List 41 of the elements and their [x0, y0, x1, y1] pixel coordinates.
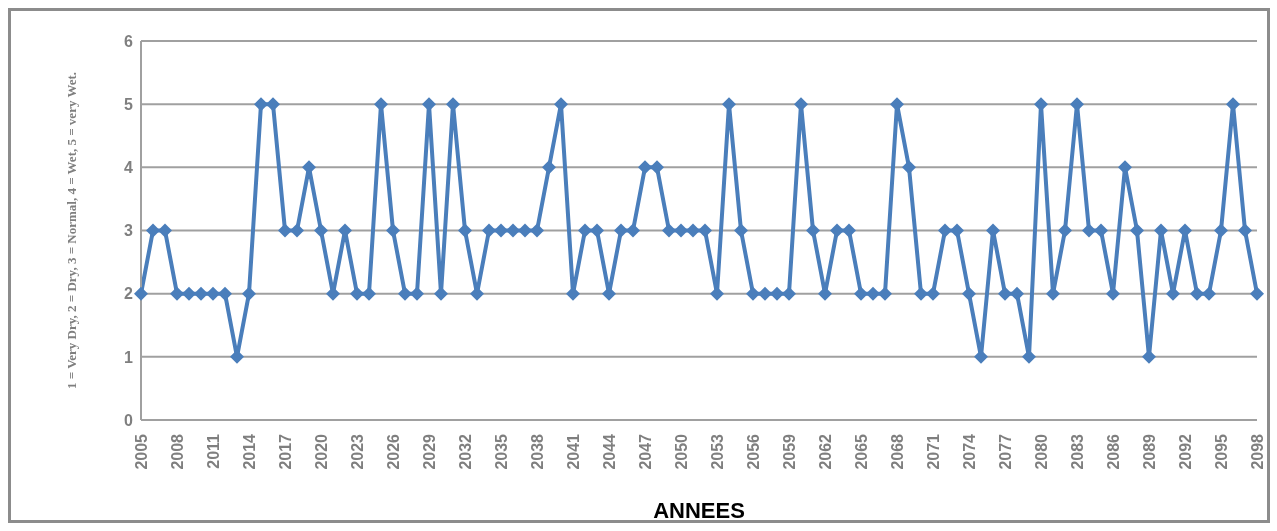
- x-tick-label: 2074: [960, 433, 978, 470]
- x-tick-label: 2014: [240, 433, 258, 470]
- x-tick-label: 2005: [132, 433, 150, 470]
- x-tick-label: 2032: [456, 433, 474, 470]
- y-tick-label: 2: [124, 285, 134, 303]
- x-tick-label: 2065: [852, 433, 870, 470]
- x-axis-title: ANNEES: [653, 498, 745, 523]
- x-tick-label: 2047: [636, 433, 654, 470]
- x-tick-label: 2041: [564, 433, 582, 470]
- y-tick-label: 1: [124, 348, 134, 366]
- y-tick-label: 4: [124, 159, 134, 177]
- x-tick-label: 2095: [1212, 433, 1230, 470]
- x-tick-label: 2053: [708, 433, 726, 470]
- x-tick-label: 2023: [348, 433, 366, 470]
- x-tick-label: 2086: [1104, 433, 1122, 470]
- x-tick-label: 2068: [888, 433, 906, 470]
- x-tick-label: 2056: [744, 433, 762, 470]
- x-tick-label: 2062: [816, 433, 834, 470]
- x-tick-label: 2029: [420, 433, 438, 470]
- y-tick-label: 3: [124, 222, 134, 240]
- x-tick-label: 2098: [1248, 433, 1266, 470]
- x-tick-label: 2083: [1068, 433, 1086, 470]
- x-tick-label: 2008: [168, 433, 186, 470]
- x-tick-label: 2011: [204, 433, 222, 469]
- y-axis-title: 1 = Very Dry, 2 = Dry, 3 = Normal, 4 = Wet, 5 = very Wet.: [63, 71, 79, 390]
- y-tick-label: 0: [124, 411, 134, 429]
- x-tick-label: 2077: [996, 433, 1014, 470]
- y-tick-label: 6: [124, 32, 134, 50]
- x-tick-label: 2038: [528, 433, 546, 470]
- x-tick-label: 2026: [384, 433, 402, 470]
- x-tick-label: 2059: [780, 433, 798, 470]
- x-tick-label: 2035: [492, 433, 510, 470]
- x-tick-label: 2089: [1140, 433, 1158, 470]
- x-tick-label: 2080: [1032, 433, 1050, 470]
- x-tick-label: 2071: [924, 433, 942, 470]
- x-tick-label: 2020: [312, 433, 330, 470]
- y-tick-label: 5: [124, 95, 134, 113]
- x-tick-label: 2092: [1176, 433, 1194, 470]
- x-tick-label: 2050: [672, 433, 690, 470]
- x-tick-label: 2017: [276, 433, 294, 470]
- x-tick-label: 2044: [600, 433, 618, 470]
